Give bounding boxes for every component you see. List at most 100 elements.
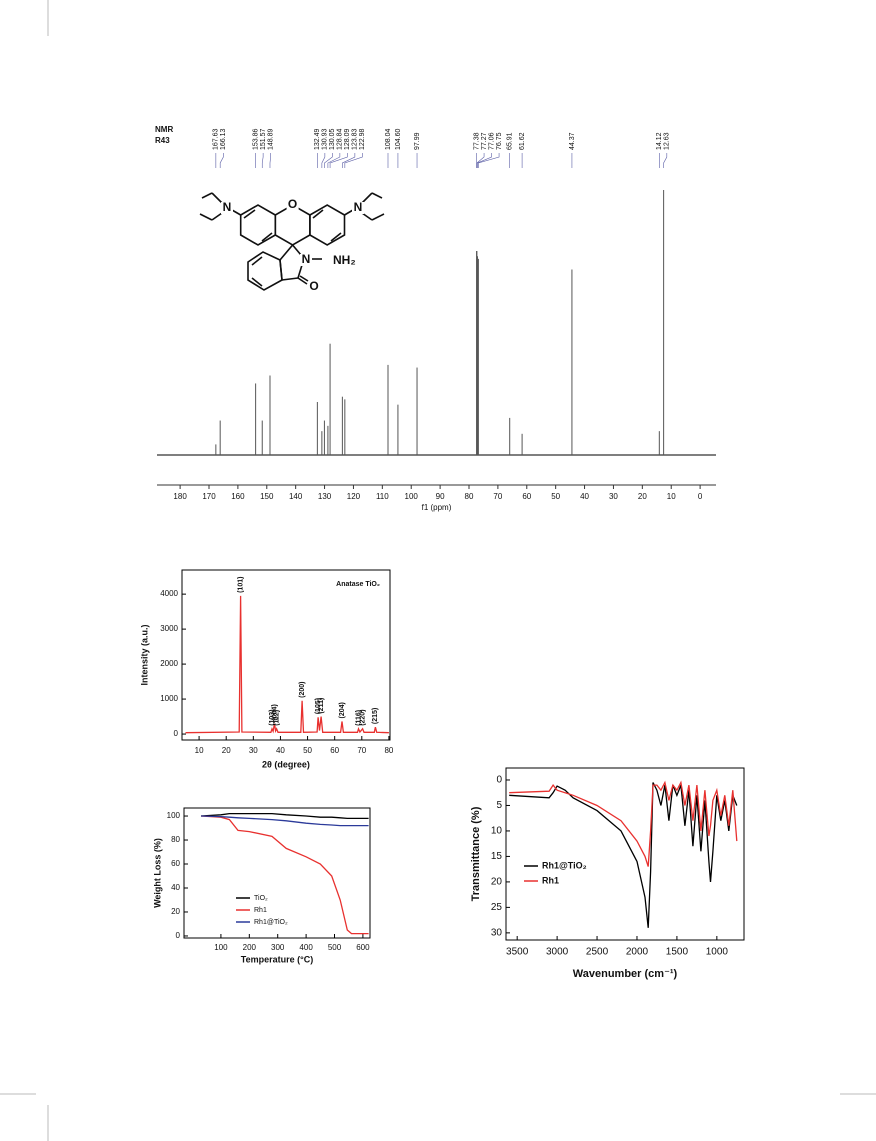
atom-bg [308, 281, 320, 293]
x-tick-label: 30 [249, 746, 258, 755]
peak-label: 128.84 [337, 128, 344, 150]
x-tick-label: 20 [222, 746, 231, 755]
peak-leader [344, 153, 363, 168]
peak-label: 77.38 [473, 132, 480, 150]
x-axis-label: f1 (ppm) [422, 503, 452, 512]
atom-bg [300, 254, 312, 266]
peak-label: 61.62 [519, 132, 526, 150]
y-tick-label: 100 [167, 811, 181, 820]
x-tick-label: 160 [231, 492, 245, 501]
y-tick-label: 80 [171, 835, 180, 844]
peak-label: 77.27 [481, 132, 488, 150]
peak-leader [478, 153, 500, 168]
peak-leader [329, 153, 348, 168]
peak-label: 123.83 [352, 128, 359, 150]
atom-label: O [309, 279, 318, 293]
peak-label: 65.91 [507, 132, 514, 150]
atom-label: NH₂ [333, 253, 356, 267]
x-tick-label: 120 [347, 492, 361, 501]
x-axis-label: 2θ (degree) [262, 759, 310, 769]
peak-leader [477, 153, 492, 168]
peak-label: 76.75 [496, 132, 503, 150]
peak-leader [261, 153, 264, 168]
peak-leader [342, 153, 356, 168]
y-tick-label: 60 [171, 859, 180, 868]
y-tick-label: 3000 [160, 624, 178, 633]
y-tick-label: 25 [491, 902, 503, 913]
x-tick-label: 60 [522, 492, 531, 501]
atom-bg [286, 199, 299, 211]
peak-leader [663, 153, 668, 168]
atom-label: N [354, 200, 363, 214]
y-tick-label: 0 [174, 729, 179, 738]
peak-label: (112) [273, 710, 280, 726]
atom-bg [322, 254, 323, 255]
peak-label: (105) [315, 698, 322, 714]
x-tick-label: 200 [243, 943, 257, 952]
y-axis-label: Transmittance (%) [470, 806, 482, 901]
peak-label: 14.12 [656, 132, 663, 150]
y-tick-label: 4000 [160, 589, 178, 598]
legend-label: TiO₂ [254, 895, 268, 902]
x-tick-label: 50 [551, 492, 560, 501]
x-tick-label: 90 [436, 492, 445, 501]
peak-label: 12.63 [664, 132, 671, 150]
y-tick-label: 5 [496, 800, 502, 811]
peak-label: 153.86 [252, 128, 259, 150]
peak-leader [324, 153, 333, 168]
x-tick-label: 130 [318, 492, 332, 501]
x-tick-label: 170 [202, 492, 216, 501]
x-tick-label: 40 [580, 492, 589, 501]
x-tick-label: 80 [384, 746, 393, 755]
x-tick-label: 110 [376, 492, 389, 501]
x-tick-label: 100 [405, 492, 419, 501]
peak-label: 130.93 [322, 128, 329, 150]
x-tick-label: 10 [667, 492, 676, 501]
x-tick-label: 70 [493, 492, 502, 501]
x-tick-label: 1000 [706, 947, 729, 958]
spectrum-title: NMR [155, 125, 173, 134]
y-tick-label: 10 [491, 826, 503, 837]
x-tick-label: 400 [299, 943, 313, 952]
legend-label: Rh1@TiO₂ [542, 860, 587, 870]
data-line [509, 782, 738, 928]
data-line [200, 815, 369, 827]
x-tick-label: 30 [609, 492, 618, 501]
x-tick-label: 20 [638, 492, 647, 501]
plot-frame [183, 807, 371, 939]
x-tick-label: 150 [260, 492, 274, 501]
x-tick-label: 2500 [586, 947, 609, 958]
x-tick-label: 140 [289, 492, 303, 501]
peak-label: (204) [339, 702, 346, 718]
peak-label: 167.63 [213, 128, 220, 150]
x-tick-label: 100 [214, 943, 228, 952]
y-tick-label: 2000 [160, 659, 178, 668]
legend-label: Rh1 [542, 875, 559, 885]
x-tick-label: 10 [195, 746, 204, 755]
legend-label: Rh1@TiO₂ [254, 919, 288, 926]
y-axis-label: Weight Loss (%) [152, 838, 162, 908]
peak-label: 151.57 [260, 128, 267, 150]
peak-label: 166.13 [220, 128, 227, 150]
peak-label: 130.05 [329, 128, 336, 150]
x-tick-label: 500 [328, 943, 342, 952]
y-tick-label: 15 [491, 851, 503, 862]
x-axis-label: Wavenumber (cm⁻¹) [573, 968, 678, 980]
peak-label: (215) [372, 708, 379, 724]
peak-label: (116) [355, 710, 362, 726]
peak-label: 97.99 [414, 132, 421, 150]
x-tick-label: 50 [303, 746, 312, 755]
peak-label: (200) [299, 681, 306, 697]
legend-label: Rh1 [254, 907, 267, 914]
atom-bg [352, 202, 364, 214]
plot-frame [181, 569, 391, 741]
peak-label: 128.09 [344, 128, 351, 150]
x-tick-label: 0 [698, 492, 703, 501]
peak-label: (211) [318, 698, 325, 714]
peak-label: 108.04 [385, 128, 392, 150]
peak-leader [327, 153, 341, 168]
peak-label: 132.49 [314, 128, 321, 150]
peak-label: 44.37 [569, 132, 576, 150]
peak-leader [321, 153, 326, 168]
